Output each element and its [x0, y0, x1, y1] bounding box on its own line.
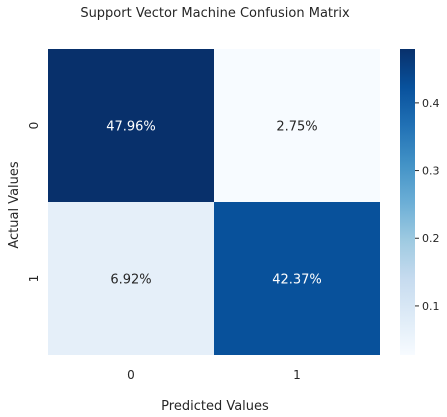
y-axis-ticks: 01: [27, 122, 41, 283]
heatmap-cells: [48, 49, 380, 355]
colorbar-tick-label-1: 0.2: [422, 232, 440, 245]
heatmap-cell-1-0: [48, 202, 214, 355]
y-tick-label-1: 1: [27, 275, 41, 283]
cell-label-0-0: 47.96%: [106, 120, 156, 135]
x-axis-label: Predicted Values: [161, 399, 269, 414]
chart-title: Support Vector Machine Confusion Matrix: [80, 6, 350, 21]
y-axis-label: Actual Values: [7, 161, 22, 249]
heatmap-cell-labels: 47.96% 2.75% 6.92% 42.37%: [106, 120, 322, 288]
cell-label-1-0: 6.92%: [110, 273, 151, 288]
colorbar: [400, 49, 415, 355]
x-tick-label-0: 0: [127, 368, 135, 382]
colorbar-ticks: 0.1 0.2 0.3 0.4: [415, 97, 440, 313]
heatmap-cell-0-0: [48, 49, 214, 202]
heatmap-cell-0-1: [214, 49, 380, 202]
colorbar-tick-label-0: 0.1: [422, 300, 440, 313]
heatmap-cell-1-1: [214, 202, 380, 355]
colorbar-tick-label-3: 0.4: [422, 97, 440, 110]
y-tick-label-0: 0: [27, 122, 41, 130]
colorbar-tick-label-2: 0.3: [422, 165, 440, 178]
cell-label-0-1: 2.75%: [276, 120, 317, 135]
x-tick-label-1: 1: [293, 368, 301, 382]
cell-label-1-1: 42.37%: [272, 273, 322, 288]
